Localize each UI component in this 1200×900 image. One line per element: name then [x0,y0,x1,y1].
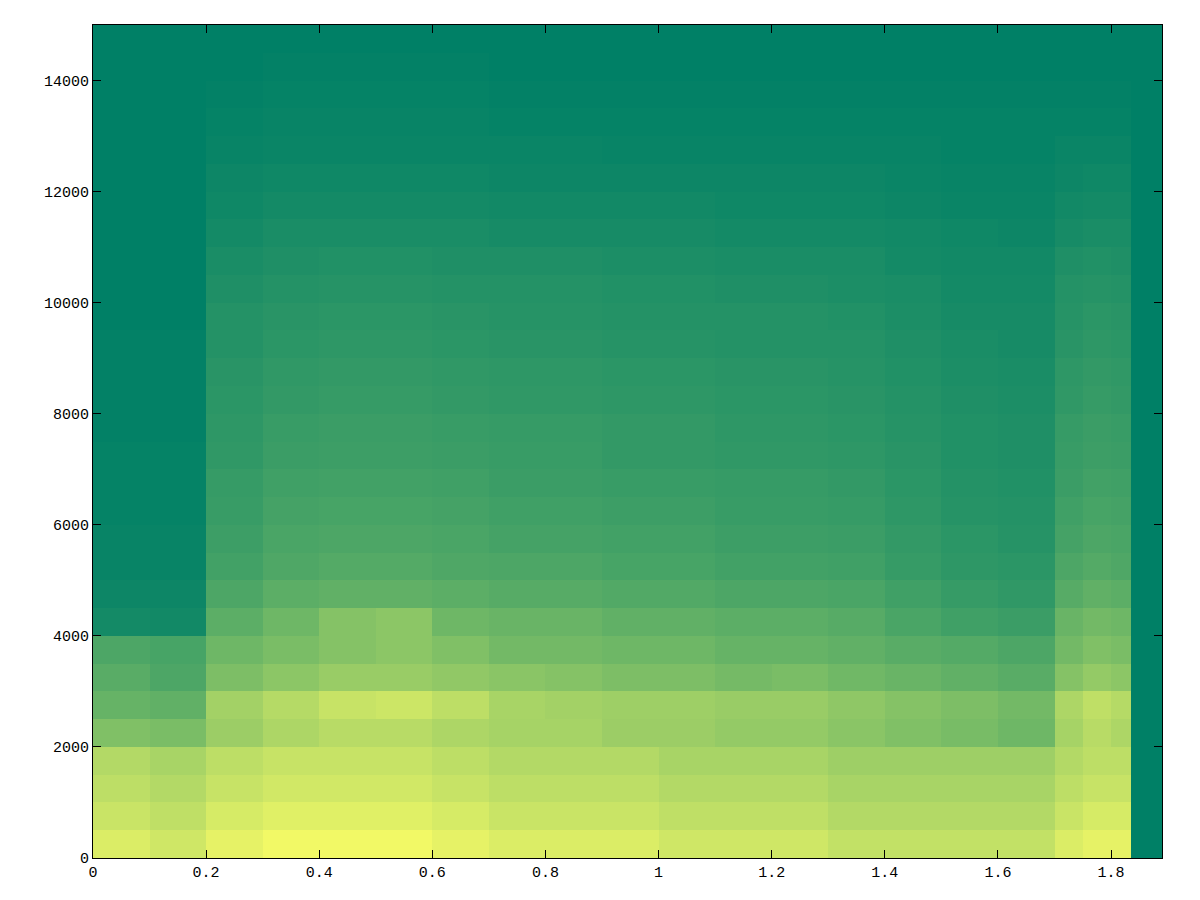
svg-text:2000: 2000 [53,740,89,757]
svg-text:1: 1 [654,865,663,882]
svg-text:1.8: 1.8 [1098,865,1125,882]
svg-text:0.6: 0.6 [419,865,446,882]
svg-text:1.4: 1.4 [871,865,898,882]
svg-text:8000: 8000 [53,407,89,424]
svg-text:4000: 4000 [53,629,89,646]
svg-text:0.2: 0.2 [193,865,220,882]
svg-text:0: 0 [88,865,97,882]
svg-text:0.8: 0.8 [532,865,559,882]
svg-text:1.6: 1.6 [984,865,1011,882]
svg-text:0.4: 0.4 [306,865,333,882]
svg-text:14000: 14000 [44,74,89,91]
svg-text:1.2: 1.2 [758,865,785,882]
svg-text:10000: 10000 [44,296,89,313]
svg-text:6000: 6000 [53,518,89,535]
svg-text:12000: 12000 [44,185,89,202]
svg-text:0: 0 [80,851,89,868]
